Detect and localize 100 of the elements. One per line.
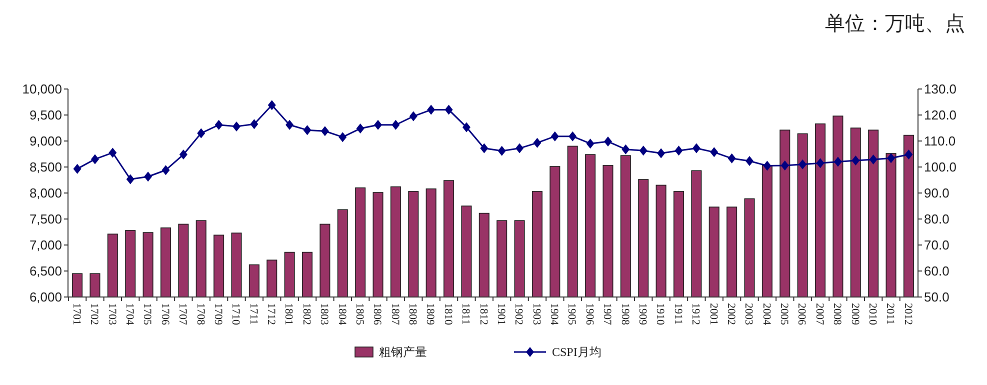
y-tick-label: 10,000 [22, 82, 62, 97]
y2-tick-label: 70.0 [924, 238, 950, 253]
point [197, 128, 206, 138]
point [338, 132, 347, 142]
point [533, 138, 542, 148]
x-tick-label: 1810 [442, 303, 454, 326]
point [728, 153, 736, 164]
point [604, 136, 612, 147]
x-tick-label: 1712 [265, 303, 278, 325]
y2-tick-label: 120.0 [924, 108, 957, 123]
x-tick-label: 1912 [690, 303, 702, 325]
point [869, 154, 878, 164]
x-tick-label: 1711 [247, 303, 260, 325]
point [852, 156, 860, 166]
point [746, 156, 754, 166]
y2-tick-label: 130.0 [924, 82, 957, 97]
x-tick-label: 2012 [902, 303, 914, 325]
x-tick-label: 1811 [460, 303, 472, 325]
x-tick-label: 2009 [848, 303, 861, 326]
y-tick-label: 7,000 [29, 238, 62, 253]
y2-tick-label: 100.0 [924, 160, 957, 175]
point [250, 119, 258, 130]
x-tick-label: 1807 [388, 303, 401, 326]
x-tick-label: 1710 [230, 303, 242, 326]
point [834, 156, 842, 167]
x-tick-label: 1910 [654, 303, 666, 326]
x-tick-label: 1805 [353, 303, 366, 326]
y-tick-label: 7,500 [29, 212, 62, 227]
point [286, 120, 294, 130]
point [90, 154, 99, 164]
x-tick-label: 2007 [813, 303, 826, 326]
point [162, 165, 170, 176]
point [780, 160, 789, 170]
x-tick-label: 1906 [583, 303, 596, 326]
point [550, 131, 559, 142]
x-tick-label: 2010 [866, 303, 878, 326]
point [462, 122, 470, 132]
x-tick-label: 1707 [176, 303, 189, 326]
x-tick-label: 1802 [300, 303, 312, 325]
point [374, 120, 382, 130]
x-tick-label: 2004 [760, 303, 772, 326]
x-tick-label: 2011 [884, 303, 896, 325]
x-tick-label: 1908 [618, 303, 631, 326]
x-tick-label: 2002 [724, 303, 737, 325]
point [622, 144, 630, 154]
point [887, 153, 896, 164]
x-tick-label: 1809 [424, 303, 436, 326]
x-tick-label: 1703 [106, 303, 118, 326]
x-tick-label: 1907 [601, 303, 614, 326]
x-tick-label: 1901 [494, 303, 507, 325]
point [268, 100, 276, 110]
point [179, 150, 188, 160]
point [144, 172, 152, 182]
point [73, 164, 82, 174]
point [516, 143, 524, 154]
x-tick-label: 1911 [672, 303, 684, 325]
point [639, 146, 648, 156]
point [763, 160, 772, 171]
x-tick-label: 1801 [282, 303, 295, 325]
x-tick-label: 1905 [566, 303, 578, 326]
x-tick-label: 1702 [88, 303, 100, 325]
y-tick-label: 8,000 [29, 186, 62, 201]
legend-label: 粗钢产量 [379, 345, 427, 360]
x-tick-label: 2005 [778, 303, 790, 326]
point [427, 104, 436, 115]
y2-tick-label: 50.0 [924, 290, 950, 305]
y2-tick-label: 90.0 [924, 186, 950, 201]
point [409, 111, 418, 122]
y-tick-label: 9,500 [29, 108, 62, 123]
point [480, 143, 488, 154]
point [303, 125, 312, 136]
point [392, 120, 400, 130]
point [798, 159, 807, 170]
x-tick-label: 2001 [707, 303, 720, 325]
y2-tick-label: 110.0 [924, 134, 956, 149]
y-tick-label: 6,000 [29, 290, 62, 305]
point [214, 120, 223, 130]
point [674, 146, 683, 156]
point [108, 148, 117, 158]
point [657, 148, 666, 158]
point [320, 126, 329, 136]
x-tick-label: 1806 [371, 303, 384, 326]
x-tick-label: 1704 [124, 303, 136, 326]
x-tick-label: 2008 [831, 303, 844, 326]
x-tick-label: 1904 [548, 303, 560, 326]
x-tick-label: 1812 [477, 303, 490, 325]
y-tick-label: 9,000 [29, 134, 62, 149]
x-tick-label: 2003 [742, 303, 755, 326]
point [126, 174, 134, 184]
point [568, 131, 577, 142]
point [498, 146, 506, 156]
point [586, 138, 594, 149]
y-tick-label: 8,500 [29, 160, 62, 175]
x-tick-label: 1708 [194, 303, 206, 326]
point [692, 143, 700, 154]
x-tick-label: 1706 [158, 303, 171, 326]
y2-tick-label: 80.0 [924, 212, 950, 227]
x-tick-label: 1803 [318, 303, 330, 326]
point [710, 147, 718, 158]
x-tick-label: 1902 [512, 303, 525, 325]
